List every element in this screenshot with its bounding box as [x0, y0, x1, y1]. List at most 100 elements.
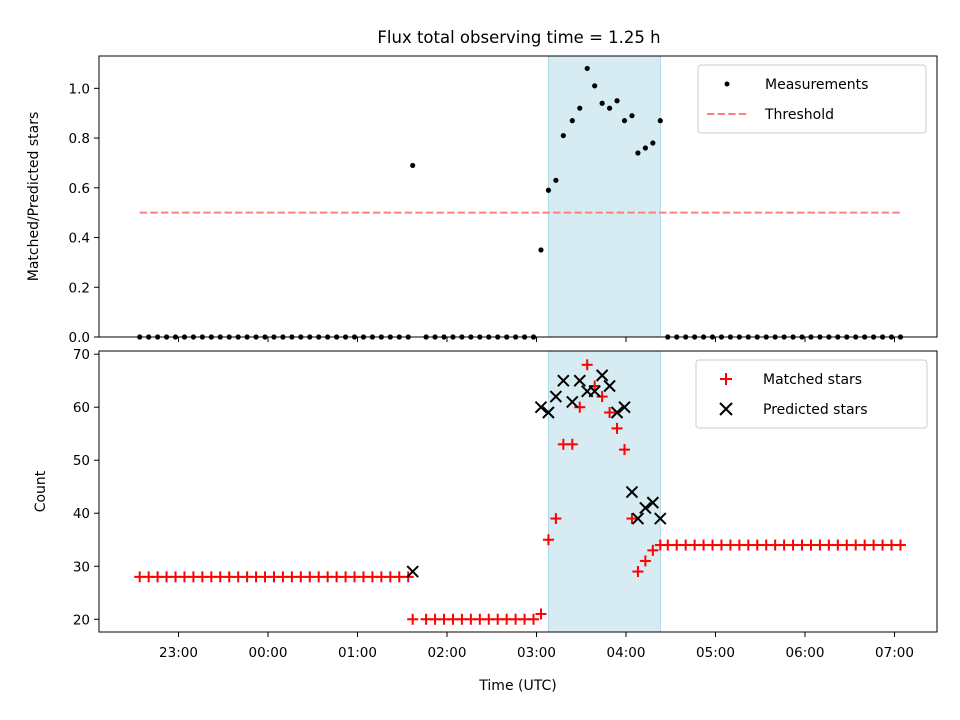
- predicted-star-marker: [549, 390, 563, 403]
- measurement-point: [545, 187, 552, 193]
- top-axes-frame: [98, 55, 938, 338]
- predicted-star-marker: [542, 406, 555, 419]
- bottom-panel: 20 30 40 50 60 70 23:00 00:00 01:00 02:00 03:00 04…: [33, 347, 938, 694]
- matched-star-marker: [535, 608, 547, 620]
- bottom-highlight-band: [547, 350, 661, 633]
- matched-stars-points: [134, 359, 906, 625]
- measurement-point: [642, 145, 648, 151]
- predicted-star-marker: [406, 565, 419, 578]
- bottom-y-tick-label: 30: [73, 559, 90, 575]
- bottom-y-ticks: 20 30 40 50 60 70: [73, 347, 99, 628]
- measurement-point: [657, 118, 663, 124]
- bottom-legend-box: [695, 359, 928, 429]
- measurement-point: [629, 113, 635, 119]
- top-y-tick-label: 1.0: [69, 81, 90, 97]
- predicted-star-marker: [603, 379, 616, 393]
- top-y-tick-label: 0.4: [69, 231, 90, 247]
- predicted-star-marker: [566, 395, 579, 409]
- top-panel: 0.0 0.2 0.4 0.6 0.8 1.0 Matched/Predicted sta…: [26, 55, 938, 346]
- matched-star-marker: [611, 422, 623, 434]
- measurement-point: [569, 118, 575, 124]
- measurement-point: [599, 100, 605, 106]
- matched-star-marker: [647, 544, 659, 556]
- predicted-star-marker: [618, 400, 631, 414]
- matched-star-marker: [604, 407, 616, 419]
- measurement-point: [553, 177, 559, 183]
- legend-measurements-label: Measurements: [765, 77, 868, 93]
- legend-measurements-marker: [724, 81, 730, 87]
- matched-star-marker: [581, 359, 593, 371]
- measurement-point: [606, 105, 613, 111]
- matched-star-marker: [589, 380, 601, 392]
- predicted-star-marker: [631, 512, 645, 525]
- bottom-y-tick-label: 50: [73, 453, 90, 469]
- x-tick-label: 05:00: [696, 645, 735, 661]
- x-tick-label: 02:00: [428, 645, 467, 661]
- top-y-tick-label: 0.8: [69, 131, 90, 147]
- predicted-star-marker: [534, 400, 548, 414]
- bottom-y-tick-label: 40: [73, 506, 90, 522]
- matched-star-marker: [619, 444, 631, 456]
- legend-predicted-label: Predicted stars: [763, 402, 868, 418]
- matched-star-marker: [632, 566, 644, 578]
- measurement-point: [560, 132, 566, 139]
- measurement-point: [410, 162, 416, 169]
- matched-star-marker: [407, 613, 419, 625]
- matched-star-marker: [528, 613, 540, 625]
- x-tick-label: 01:00: [338, 645, 377, 661]
- bottom-axes-frame: [98, 350, 938, 633]
- top-y-ticks: 0.0 0.2 0.4 0.6 0.8 1.0: [69, 81, 99, 346]
- matched-star-marker: [542, 534, 554, 546]
- top-y-axis-label: Matched/Predicted stars: [26, 112, 42, 282]
- predicted-star-marker: [610, 406, 624, 419]
- x-axis-label: Time (UTC): [478, 678, 556, 694]
- measurement-point: [592, 83, 598, 89]
- bottom-y-tick-label: 70: [73, 347, 90, 363]
- bottom-y-axis-label: Count: [33, 470, 49, 512]
- predicted-star-marker: [625, 485, 639, 499]
- matched-star-marker: [894, 539, 906, 551]
- bottom-y-tick-label: 20: [73, 612, 90, 628]
- matched-star-marker: [574, 401, 586, 413]
- top-legend: Measurements Threshold: [697, 64, 927, 134]
- predicted-star-marker: [595, 369, 609, 382]
- measurement-point: [635, 150, 641, 156]
- predicted-star-marker: [588, 385, 601, 398]
- matched-star-marker: [566, 438, 578, 450]
- matched-star-marker: [626, 513, 638, 525]
- x-tick-label: 23:00: [159, 645, 198, 661]
- predicted-star-marker: [654, 512, 667, 525]
- x-tick-label: 00:00: [249, 645, 288, 661]
- measurement-point: [650, 140, 656, 146]
- predicted-star-marker: [557, 374, 570, 387]
- top-y-tick-label: 0.6: [69, 181, 90, 197]
- x-tick-label: 03:00: [517, 645, 556, 661]
- bottom-legend: Matched stars Predicted stars: [695, 359, 928, 429]
- top-y-tick-label: 0.2: [69, 280, 90, 296]
- matched-star-marker: [550, 513, 562, 525]
- predicted-stars-points: [406, 369, 667, 578]
- predicted-star-marker: [646, 496, 660, 509]
- top-highlight-band: [547, 55, 661, 338]
- matched-star-marker: [596, 391, 608, 403]
- top-y-tick-label: 0.0: [69, 330, 90, 346]
- predicted-star-marker: [639, 501, 652, 515]
- bottom-x-ticks: 23:00 00:00 01:00 02:00 03:00 04:00 05:00 06:00…: [159, 632, 914, 661]
- legend-matched-label: Matched stars: [763, 372, 862, 388]
- matched-star-marker: [639, 555, 651, 567]
- chart-title: Flux total observing time = 1.25 h: [377, 28, 660, 47]
- predicted-star-marker: [573, 374, 586, 387]
- measurement-point: [621, 118, 628, 124]
- top-legend-box: [697, 64, 927, 134]
- legend-threshold-label: Threshold: [764, 107, 834, 123]
- measurement-point: [584, 65, 590, 72]
- measurement-point: [538, 247, 544, 253]
- x-tick-label: 04:00: [607, 645, 646, 661]
- top-x-ticks: [178, 337, 895, 342]
- legend-matched-marker: [720, 373, 732, 385]
- measurement-point: [614, 98, 620, 104]
- measurement-point: [577, 105, 583, 111]
- x-tick-label: 06:00: [786, 645, 825, 661]
- legend-predicted-marker: [719, 402, 733, 416]
